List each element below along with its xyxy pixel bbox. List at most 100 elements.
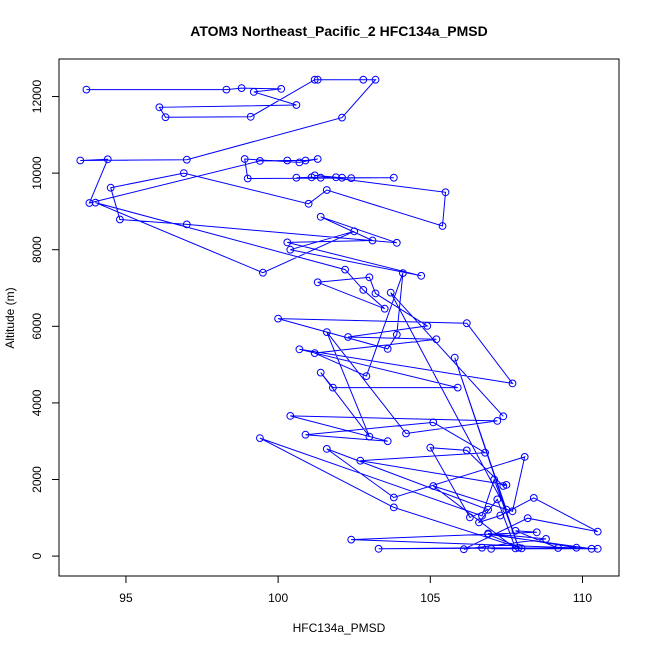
data-point [453,383,462,392]
data-point [292,173,301,182]
data-point [286,412,295,420]
data-point [286,245,295,254]
data-point [389,493,398,502]
data-point [529,494,538,502]
y-tick-label: 10000 [30,156,44,190]
data-point [365,273,374,282]
data-point [240,155,249,163]
data-point [76,156,85,165]
data-point [347,535,356,544]
data-point [310,171,319,180]
data-point [116,215,124,224]
data-point [496,511,505,520]
y-tick-label: 12000 [30,80,44,114]
data-point [478,512,486,520]
data-point [182,155,191,164]
data-point [587,544,596,553]
y-axis: 0 2000 4000 6000 8000 10000 12000 [30,80,59,559]
data-point [389,173,398,182]
y-tick-label: 6000 [30,313,44,340]
chart-title: ATOM3 Northeast_Pacific_2 HFC134a_PMSD [190,23,487,39]
data-point [593,527,602,536]
data-point [249,88,258,96]
data-point [310,75,319,84]
data-point [310,349,319,358]
data-point [161,113,170,122]
data-point [313,75,322,84]
data-point [490,475,499,484]
x-axis: 95 100 105 110 [119,576,592,605]
data-point [520,453,529,461]
data-point [362,372,371,381]
data-point [341,265,350,274]
data-point [383,345,392,353]
series-line [80,79,598,550]
data-point [426,443,435,452]
data-point [487,544,496,553]
data-point [499,412,508,421]
data-point [392,238,401,247]
data-point [493,495,502,504]
data-point [432,335,441,344]
data-point [182,220,191,229]
data-point [399,269,407,278]
data-point [256,157,264,165]
x-tick-label: 95 [119,591,133,605]
data-point [429,482,438,490]
data-point [484,530,493,539]
data-point [517,544,526,553]
data-point [462,446,471,455]
x-tick-label: 100 [268,591,288,605]
x-axis-label: HFC134a_PMSD [293,621,386,635]
data-point [259,268,267,277]
data-point [429,418,438,427]
y-tick-label: 8000 [30,236,44,263]
data-point [313,155,322,163]
data-point [511,526,520,535]
plot-frame [58,58,620,577]
data-point [466,513,474,522]
data-point [478,543,486,552]
data-point [106,183,115,192]
data-point [554,544,562,552]
data-point [304,199,313,208]
data-point [350,227,359,236]
data-point [508,379,517,388]
data-point [301,430,310,439]
data-point [374,544,383,553]
data-point [475,518,483,527]
data-point [368,236,377,245]
data-point [365,432,374,441]
data-point [246,112,255,121]
data-point [450,353,459,362]
data-point [502,505,511,514]
y-axis-label: Altitude (m) [3,287,17,348]
data-point [371,75,380,84]
data-point [493,417,502,425]
series-layer [76,75,602,554]
data-point [277,85,286,93]
y-tick-label: 0 [30,552,44,559]
data-point [179,169,188,178]
data-point [313,278,322,287]
data-point [274,314,283,323]
data-point [438,222,447,230]
data-point [322,328,331,337]
data-point [82,85,91,94]
data-point [459,545,468,554]
data-point [338,173,346,182]
x-tick-label: 110 [573,591,592,605]
data-point [389,503,398,512]
data-point [481,448,490,457]
data-point [484,505,493,514]
data-point [85,199,94,207]
data-point [462,319,471,328]
data-point [295,345,304,354]
data-point [91,198,100,207]
data-point [103,155,112,164]
data-point [256,434,264,443]
data-point [347,174,356,183]
data-point [332,173,340,182]
